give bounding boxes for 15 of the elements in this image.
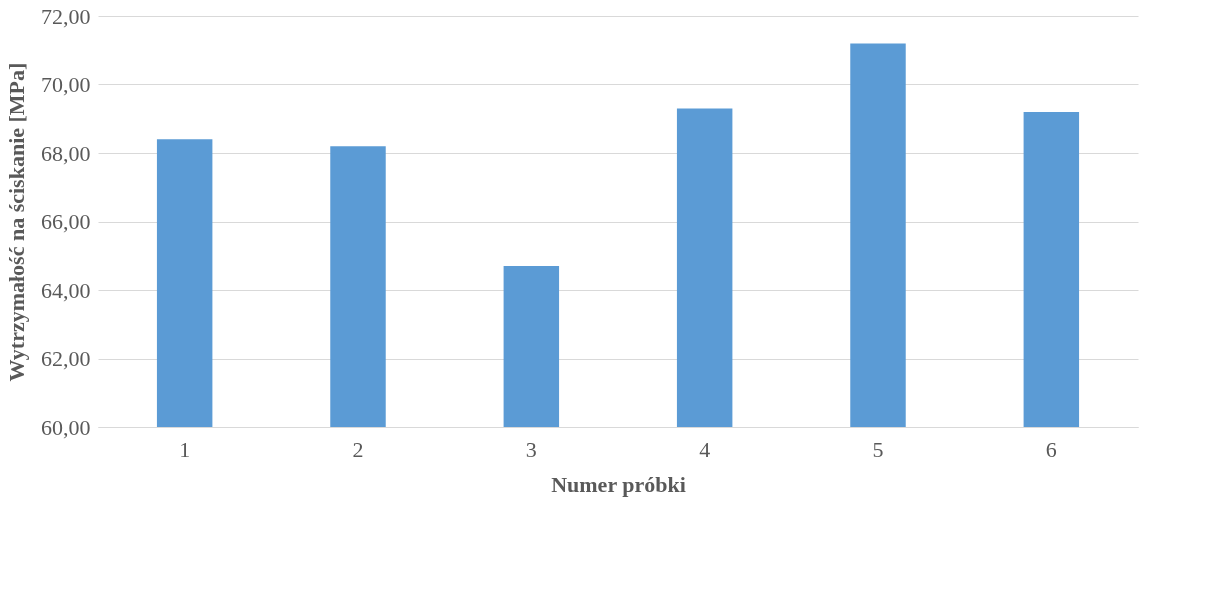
y-axis-title: Wytrzymałość na ściskanie [MPa] [4,62,29,382]
y-tick-label: 68,00 [41,140,91,166]
x-tick-label: 6 [1045,436,1057,462]
x-axis-title: Numer próbki [551,471,686,497]
x-tick-label: 2 [352,436,364,462]
y-tick-label: 62,00 [41,346,91,371]
x-tick-label: 5 [872,436,884,462]
x-tick-label: 4 [699,436,711,462]
y-tick-label: 60,00 [41,414,91,440]
y-tick-label: 64,00 [41,277,91,303]
x-tick-label: 1 [179,436,191,462]
y-tick-label: 72,00 [41,3,91,29]
y-tick-label: 70,00 [41,72,91,97]
x-tick-label: 3 [525,436,537,462]
y-tick-label: 66,00 [41,209,91,234]
